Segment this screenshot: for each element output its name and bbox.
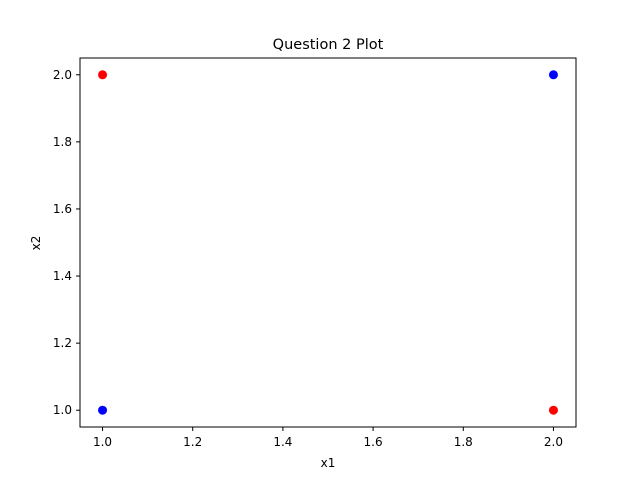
data-point bbox=[98, 70, 108, 80]
x-tick-label: 1.8 bbox=[454, 435, 473, 449]
x-axis: 1.0 1.2 1.4 1.6 1.8 2.0 bbox=[93, 427, 563, 449]
data-point bbox=[548, 70, 558, 80]
plot-frame bbox=[79, 57, 577, 428]
data-point bbox=[548, 405, 558, 415]
x-tick-label: 1.4 bbox=[273, 435, 292, 449]
x-tick-label: 2.0 bbox=[544, 435, 563, 449]
y-axis: 1.0 1.2 1.4 1.6 1.8 2.0 bbox=[53, 68, 80, 417]
plot-area bbox=[79, 57, 577, 428]
y-tick-label: 1.0 bbox=[53, 403, 72, 417]
y-tick-label: 1.8 bbox=[53, 135, 72, 149]
data-points bbox=[98, 70, 558, 415]
y-tick-label: 1.2 bbox=[53, 336, 72, 350]
x-tick-label: 1.0 bbox=[93, 435, 112, 449]
chart-title: Question 2 Plot bbox=[273, 37, 384, 53]
y-tick-label: 1.4 bbox=[53, 269, 72, 283]
y-axis-label: x2 bbox=[29, 236, 43, 251]
y-tick-label: 1.6 bbox=[53, 202, 72, 216]
y-tick-label: 2.0 bbox=[53, 68, 72, 82]
data-point bbox=[98, 405, 108, 415]
x-tick-label: 1.6 bbox=[364, 435, 383, 449]
x-tick-label: 1.2 bbox=[183, 435, 202, 449]
x-axis-label: x1 bbox=[321, 456, 336, 470]
